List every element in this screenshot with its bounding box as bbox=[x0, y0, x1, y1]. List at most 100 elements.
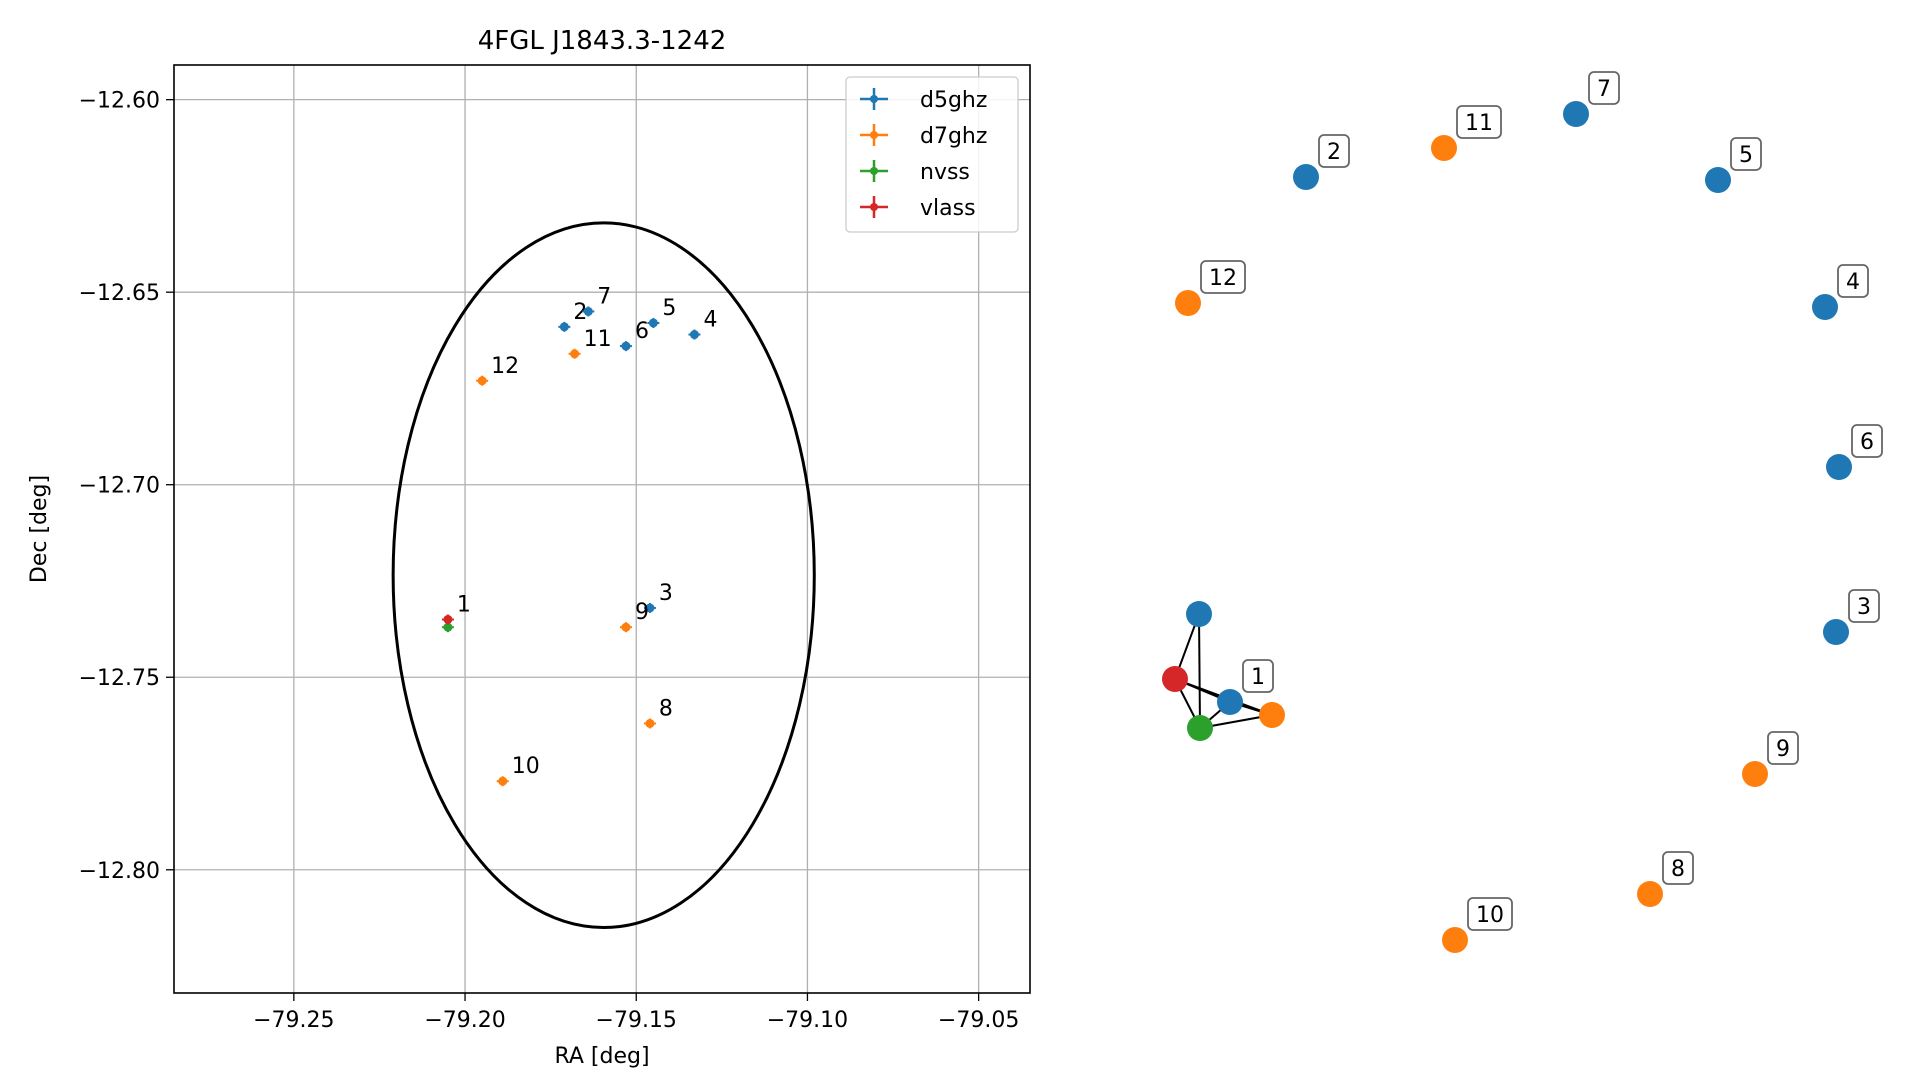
y-axis-ticks: −12.60 −12.65 −12.70 −12.75 −12.80 bbox=[79, 89, 174, 884]
legend: d5ghz d7ghz nvss vlass bbox=[845, 76, 1019, 233]
x-tick-label: −79.15 bbox=[596, 1008, 677, 1033]
point-label: 11 bbox=[584, 327, 612, 352]
network-graph: 7 11 2 5 12 4 6 3 9 8 10 1 bbox=[1162, 71, 1883, 953]
chart-title: 4FGL J1843.3-1242 bbox=[478, 26, 727, 56]
graph-node bbox=[1637, 881, 1663, 907]
point-label: 6 bbox=[635, 319, 649, 344]
graph-node bbox=[1563, 101, 1589, 127]
node-label-box bbox=[1456, 105, 1502, 139]
data-point-d5ghz bbox=[559, 322, 569, 332]
x-tick-label: −79.25 bbox=[253, 1008, 334, 1033]
graph-node bbox=[1742, 761, 1768, 787]
node-label-box bbox=[1588, 71, 1620, 105]
data-point-d5ghz bbox=[583, 306, 593, 316]
graph-node bbox=[1186, 601, 1212, 627]
data-point-d5ghz bbox=[621, 341, 631, 351]
y-tick-label: −12.60 bbox=[79, 89, 160, 114]
legend-entry-d5ghz: d5ghz bbox=[920, 88, 987, 113]
node-label: 1 bbox=[1251, 665, 1265, 690]
node-label-box bbox=[1848, 589, 1880, 623]
data-point-d7ghz bbox=[621, 622, 631, 632]
plot-frame bbox=[173, 64, 1031, 994]
x-axis-label: RA [deg] bbox=[554, 1044, 649, 1069]
x-tick-label: −79.10 bbox=[767, 1008, 848, 1033]
node-label-box bbox=[1662, 851, 1694, 885]
point-label: 5 bbox=[662, 296, 676, 321]
legend-marker-d5ghz bbox=[870, 95, 878, 103]
node-label: 7 bbox=[1597, 77, 1611, 102]
graph-nodes: 7 11 2 5 12 4 6 3 9 8 10 1 bbox=[1162, 71, 1883, 953]
graph-node bbox=[1259, 702, 1285, 728]
legend-marker-vlass bbox=[870, 203, 878, 211]
legend-marker-nvss bbox=[870, 167, 878, 175]
point-label: 7 bbox=[597, 284, 611, 309]
graph-node bbox=[1705, 167, 1731, 193]
point-label: 8 bbox=[659, 696, 673, 721]
data-point-d5ghz bbox=[689, 330, 699, 340]
node-label: 8 bbox=[1671, 857, 1685, 882]
node-label-box bbox=[1837, 264, 1869, 298]
data-point-nvss bbox=[443, 622, 453, 632]
node-label: 6 bbox=[1860, 430, 1874, 455]
data-point-d7ghz bbox=[570, 349, 580, 359]
graph-node bbox=[1431, 135, 1457, 161]
point-label: 2 bbox=[573, 300, 587, 325]
data-point-d7ghz bbox=[498, 776, 508, 786]
data-point-vlass bbox=[443, 614, 453, 624]
legend-entry-vlass: vlass bbox=[920, 196, 976, 221]
grid-lines bbox=[174, 65, 1030, 993]
node-label-box bbox=[1767, 731, 1799, 765]
y-tick-label: −12.65 bbox=[79, 281, 160, 306]
graph-node bbox=[1293, 164, 1319, 190]
x-axis-ticks: −79.25 −79.20 −79.15 −79.10 −79.05 bbox=[253, 993, 1019, 1033]
legend-entry-nvss: nvss bbox=[920, 160, 970, 185]
y-tick-label: −12.75 bbox=[79, 666, 160, 691]
node-label: 12 bbox=[1209, 266, 1237, 291]
node-label: 10 bbox=[1476, 903, 1504, 928]
node-label-box bbox=[1200, 260, 1246, 294]
point-label: 12 bbox=[491, 354, 519, 379]
error-ellipse bbox=[391, 221, 816, 930]
node-label: 9 bbox=[1776, 737, 1790, 762]
node-label: 3 bbox=[1857, 595, 1871, 620]
data-point-d5ghz bbox=[648, 318, 658, 328]
point-label: 4 bbox=[703, 308, 717, 333]
point-label: 10 bbox=[512, 754, 540, 779]
node-label: 11 bbox=[1465, 111, 1493, 136]
graph-node bbox=[1823, 619, 1849, 645]
node-label: 2 bbox=[1327, 140, 1341, 165]
y-tick-label: −12.70 bbox=[79, 474, 160, 499]
point-label: 9 bbox=[635, 600, 649, 625]
x-tick-label: −79.20 bbox=[424, 1008, 505, 1033]
y-tick-label: −12.80 bbox=[79, 859, 160, 884]
node-label-box bbox=[1730, 137, 1762, 171]
legend-entry-d7ghz: d7ghz bbox=[920, 124, 987, 149]
data-point-d7ghz bbox=[477, 376, 487, 386]
graph-edge bbox=[1198, 613, 1201, 729]
graph-node bbox=[1826, 454, 1852, 480]
legend-box bbox=[845, 76, 1019, 233]
error-ellipse-layer bbox=[391, 221, 816, 930]
node-label-box bbox=[1467, 897, 1513, 931]
node-label-box bbox=[1851, 424, 1883, 458]
node-label-box bbox=[1242, 659, 1274, 693]
point-label: 1 bbox=[457, 592, 471, 617]
data-point-d7ghz bbox=[645, 718, 655, 728]
node-label: 4 bbox=[1846, 270, 1860, 295]
node-label-box bbox=[1318, 134, 1350, 168]
node-label: 5 bbox=[1739, 143, 1753, 168]
graph-node bbox=[1442, 927, 1468, 953]
y-axis-label: Dec [deg] bbox=[27, 475, 52, 583]
point-label: 3 bbox=[659, 581, 673, 606]
legend-marker-d7ghz bbox=[870, 131, 878, 139]
graph-node bbox=[1162, 666, 1188, 692]
graph-node bbox=[1187, 715, 1213, 741]
graph-node bbox=[1217, 689, 1243, 715]
graph-node bbox=[1175, 290, 1201, 316]
graph-node bbox=[1812, 294, 1838, 320]
data-point-d5ghz bbox=[645, 603, 655, 613]
